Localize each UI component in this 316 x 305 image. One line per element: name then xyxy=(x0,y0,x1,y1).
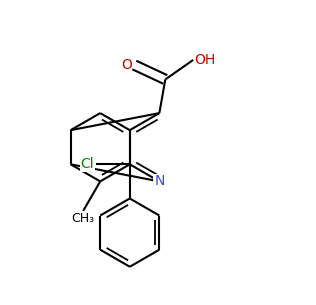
Text: CH₃: CH₃ xyxy=(72,212,95,225)
Text: OH: OH xyxy=(195,53,216,67)
Text: Cl: Cl xyxy=(81,157,94,171)
Text: O: O xyxy=(121,58,132,72)
Text: N: N xyxy=(154,174,165,188)
